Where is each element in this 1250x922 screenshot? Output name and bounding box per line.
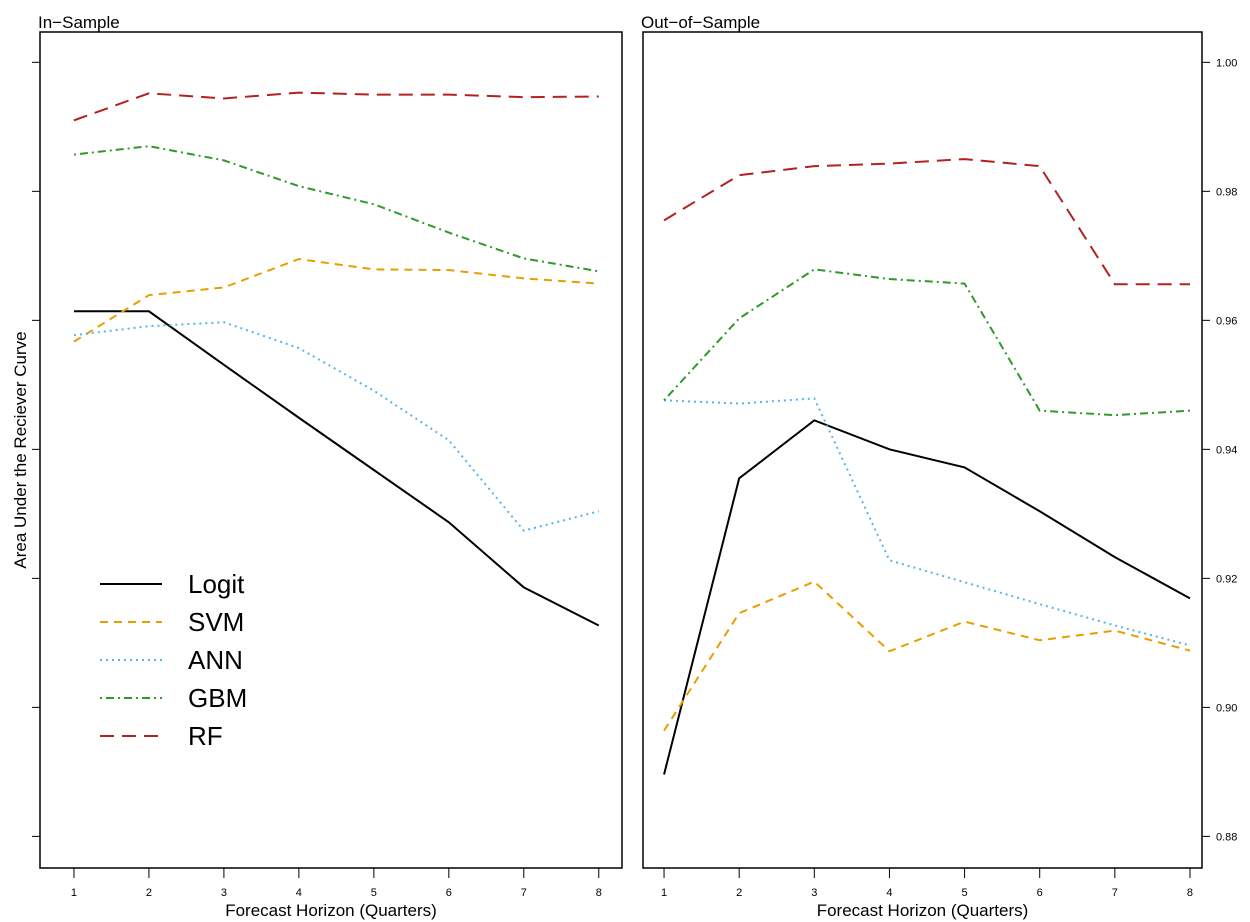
x-tick-label: 8 [1187,887,1193,899]
x-tick-label: 1 [661,887,667,899]
legend-label: RF [188,721,223,751]
y-tick-label: 0.90 [1216,702,1237,714]
y-tick-label: 0.98 [1216,186,1237,198]
x-axis-label: Forecast Horizon (Quarters) [225,901,437,920]
y-tick-label: 1.00 [1216,57,1237,69]
x-tick-label: 3 [811,887,817,899]
series-line [663,397,1191,647]
plot-frame [642,31,1203,869]
x-tick-label: 6 [1037,887,1043,899]
series-line [73,91,599,122]
series-line [663,580,1191,732]
x-tick-label: 8 [596,887,602,899]
legend-label: ANN [188,645,243,675]
x-tick-label: 2 [146,887,152,899]
x-tick-label: 4 [886,887,892,899]
x-axis-label: Forecast Horizon (Quarters) [817,901,1029,920]
series-line [663,268,1191,417]
legend-label: GBM [188,683,247,713]
series-line [663,419,1191,775]
x-tick-label: 4 [296,887,302,899]
plot-frame [39,31,623,869]
panel-title: Out−of−Sample [641,13,760,32]
x-tick-label: 7 [521,887,527,899]
x-tick-label: 7 [1112,887,1118,899]
x-tick-label: 6 [446,887,452,899]
series-line [73,310,600,627]
x-tick-label: 2 [736,887,742,899]
series-line [73,321,600,532]
x-tick-label: 5 [371,887,377,899]
panel-title: In−Sample [38,13,120,32]
y-tick-label: 0.92 [1216,573,1237,585]
legend-label: Logit [188,569,245,599]
y-tick-label: 0.94 [1216,444,1237,456]
y-axis-label: Area Under the Reciever Curve [11,331,30,568]
legend-label: SVM [188,607,244,637]
series-line [73,145,599,273]
x-tick-label: 3 [221,887,227,899]
x-tick-label: 5 [962,887,968,899]
y-tick-label: 0.88 [1216,831,1237,843]
series-line [73,258,599,343]
y-tick-label: 0.96 [1216,315,1237,327]
series-line [663,158,1190,286]
x-tick-label: 1 [71,887,77,899]
